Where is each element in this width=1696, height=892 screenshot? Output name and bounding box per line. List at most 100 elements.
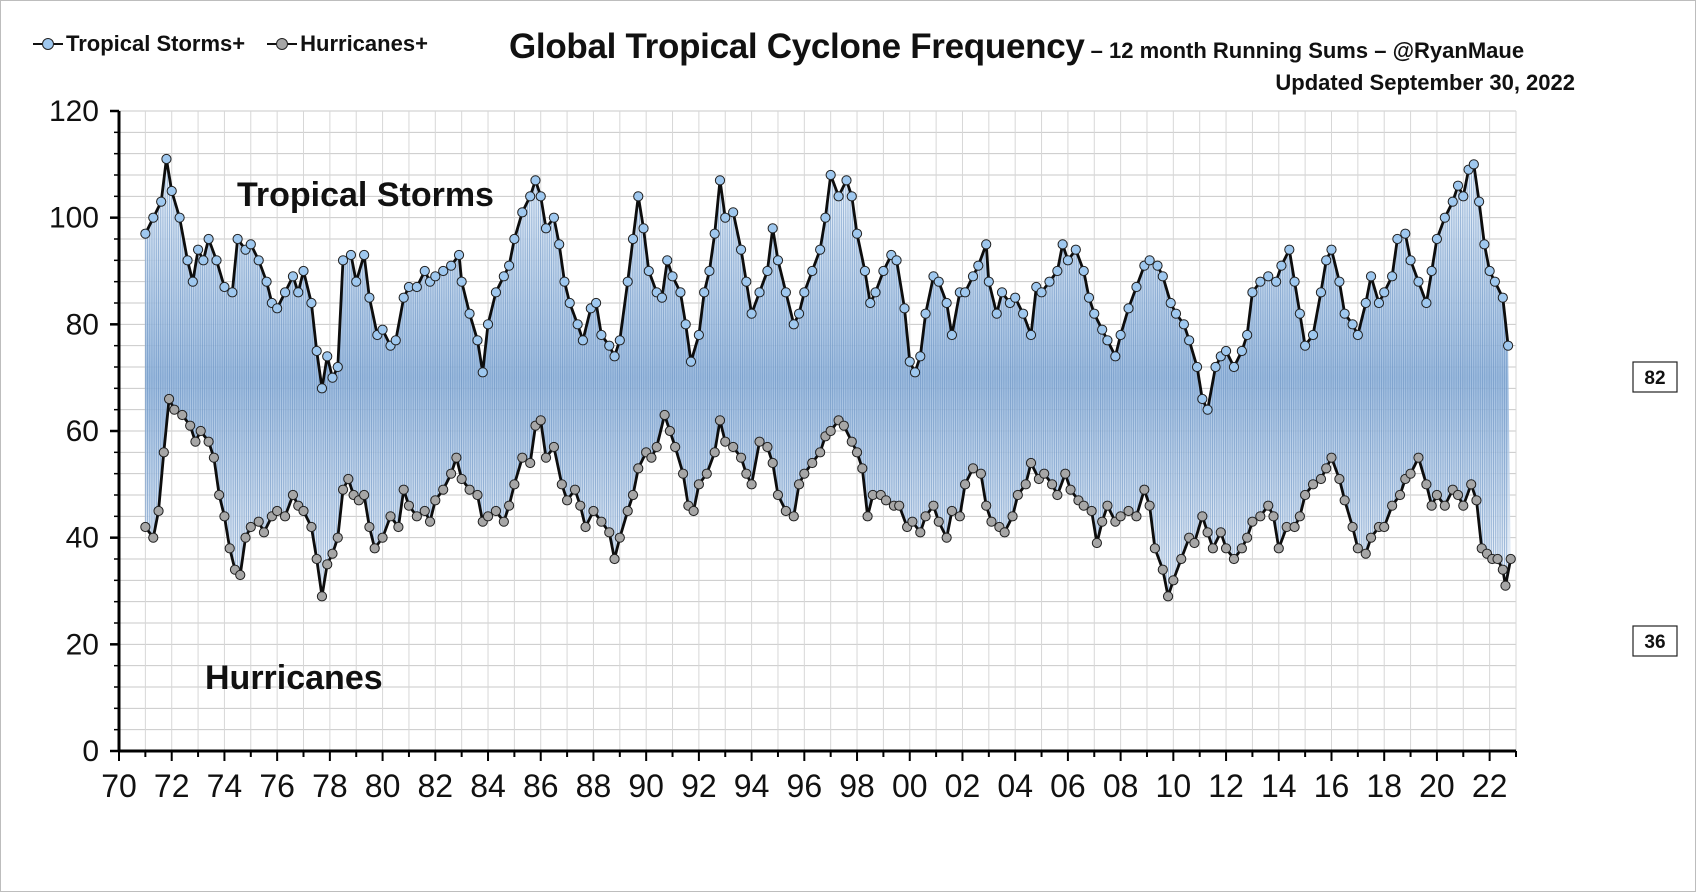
tropical-storms-point — [1373, 297, 1385, 309]
tropical-storms-point — [1070, 244, 1081, 255]
hurricanes-point — [1387, 500, 1398, 511]
tropical-storms-point — [306, 297, 317, 309]
tropical-storms-point — [311, 345, 322, 357]
tropical-storms-point — [1052, 265, 1063, 277]
tropical-storms-point — [577, 335, 589, 346]
tropical-storms-point — [904, 356, 915, 367]
x-tick-label: 10 — [1156, 768, 1192, 804]
tropical-storms-point — [780, 287, 791, 298]
tropical-storms-point — [1497, 292, 1508, 303]
tropical-storms-point — [991, 308, 1002, 319]
hurricanes-point — [1176, 553, 1187, 565]
tropical-storms-point — [1360, 297, 1371, 309]
chart-title: Global Tropical Cyclone Frequency – 12 m… — [509, 27, 1524, 67]
hurricanes-point — [693, 479, 704, 490]
tropical-storms-point — [1089, 308, 1100, 319]
tropical-storms-point — [490, 287, 502, 298]
hurricanes-point — [793, 479, 805, 490]
hurricanes-point — [1144, 500, 1155, 511]
y-tick-label: 0 — [82, 735, 99, 768]
x-tick-label: 96 — [787, 768, 823, 804]
x-tick-label: 22 — [1472, 768, 1508, 804]
hurricanes-point — [825, 425, 836, 437]
tropical-storms-point — [525, 191, 536, 202]
hurricanes-point — [343, 473, 354, 485]
tropical-storms-point — [287, 271, 299, 282]
hurricanes-point — [224, 543, 235, 554]
tropical-storms-point — [643, 265, 654, 277]
hurricanes-point — [894, 500, 905, 511]
tropical-storms-point — [464, 308, 475, 319]
y-tick-label: 20 — [66, 628, 99, 661]
hurricanes-point — [1078, 500, 1089, 511]
tropical-storms-point — [1010, 292, 1021, 303]
hurricanes-point — [1458, 500, 1469, 511]
tropical-storms-point — [1326, 244, 1337, 255]
tropical-storms-point — [148, 212, 159, 223]
tropical-storms-point — [915, 351, 926, 362]
hurricanes-point — [1020, 479, 1031, 490]
hurricanes-point — [1263, 500, 1274, 511]
tropical-storms-point — [596, 329, 607, 341]
tropical-storms-point — [1479, 239, 1490, 250]
tropical-storms-point — [981, 239, 992, 250]
tropical-storms-point — [865, 297, 876, 309]
tropical-storms-point — [709, 228, 720, 239]
hurricanes-point — [177, 409, 188, 421]
hurricanes-point — [1439, 500, 1450, 511]
tropical-storms-point — [1255, 276, 1266, 287]
hurricanes-point — [741, 468, 752, 479]
tropical-storms-point — [232, 233, 243, 245]
tropical-storms-point — [920, 308, 931, 319]
hurricanes-point — [1273, 543, 1284, 554]
tropical-storms-point — [1236, 345, 1247, 357]
tropical-storms-point — [933, 276, 944, 287]
tropical-storms-point — [1202, 404, 1213, 415]
x-tick-label: 80 — [365, 768, 401, 804]
tropical-storms-point — [1036, 287, 1047, 298]
hurricanes-point — [1452, 489, 1464, 501]
hurricanes-point — [677, 468, 689, 479]
hurricanes-point — [424, 516, 436, 527]
tropical-storms-point — [675, 287, 686, 298]
hurricanes-point — [1421, 479, 1432, 490]
hurricanes-point — [525, 457, 536, 469]
tropical-storms-point — [203, 233, 214, 245]
hurricanes-point — [385, 511, 396, 522]
y-tick-label: 100 — [49, 202, 99, 235]
tropical-storms-point — [793, 308, 805, 319]
tropical-storms-point — [1413, 276, 1424, 287]
hurricanes-point — [880, 495, 892, 506]
tropical-storms-point — [946, 329, 958, 341]
hurricanes-point — [915, 527, 926, 538]
hurricanes-point — [907, 516, 918, 527]
tropical-storms-point — [1334, 276, 1345, 287]
tropical-storms-point — [825, 169, 836, 181]
tropical-storms-point — [1131, 281, 1142, 293]
x-tick-label: 08 — [1103, 768, 1139, 804]
hurricanes-point — [1339, 495, 1350, 506]
last-value-hurricanes: 36 — [1632, 625, 1678, 657]
tropical-storms-point — [891, 255, 902, 266]
hurricanes-point — [1086, 505, 1097, 517]
range-fill — [144, 159, 1511, 597]
tropical-storms-point — [572, 319, 583, 330]
hurricanes-point — [279, 511, 291, 522]
hurricanes-point — [398, 484, 409, 495]
tropical-storms-point — [327, 372, 338, 383]
tropical-storms-point — [633, 191, 644, 202]
hurricanes-point — [430, 495, 441, 506]
hurricanes-point — [322, 559, 333, 570]
tropical-storms-point — [720, 212, 731, 223]
hurricanes-point — [148, 532, 159, 543]
tropical-storms-point — [973, 260, 984, 271]
hurricanes-point — [403, 500, 415, 511]
hurricanes-point — [393, 521, 404, 533]
tropical-storms-point — [870, 287, 881, 298]
tropical-storms-point — [1468, 159, 1479, 170]
hurricanes-point — [838, 420, 849, 431]
x-tick-label: 94 — [734, 768, 770, 804]
tropical-storms-point — [253, 255, 264, 266]
hurricanes-point — [1197, 511, 1208, 522]
